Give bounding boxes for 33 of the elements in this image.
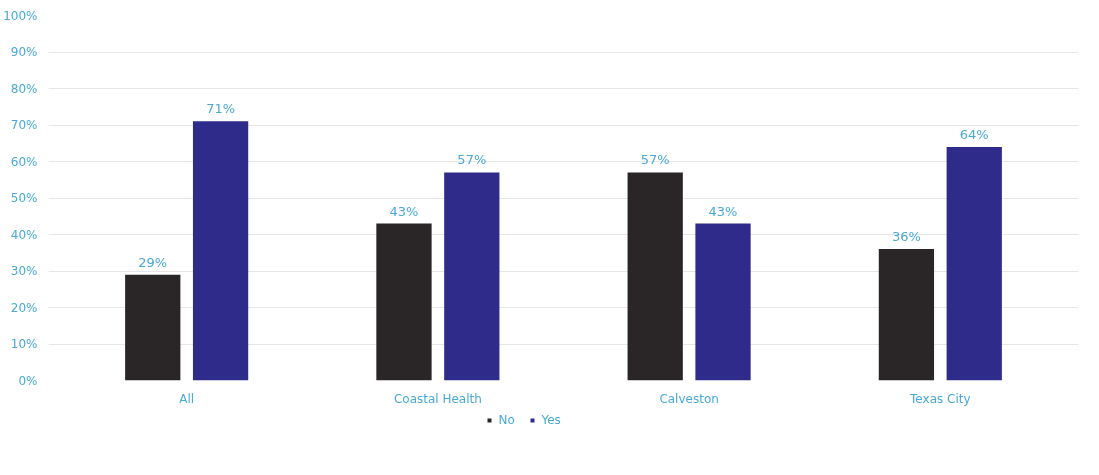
data-label: 43% <box>708 203 738 219</box>
data-label: 29% <box>138 254 168 270</box>
x-tick-label: Calveston <box>659 391 719 406</box>
data-label: 36% <box>891 229 921 245</box>
x-tick-label: Coastal Health <box>393 391 482 406</box>
data-label: 57% <box>640 152 670 168</box>
y-tick-label: 70% <box>10 118 38 132</box>
legend-label: Yes <box>541 413 562 427</box>
data-label: 64% <box>959 126 989 142</box>
bar <box>946 146 1002 381</box>
data-label: 71% <box>206 101 236 117</box>
legend-label: No <box>498 413 516 427</box>
y-tick-label: 30% <box>10 264 38 278</box>
y-tick-label: 80% <box>10 81 38 96</box>
y-tick-label: 40% <box>10 227 38 242</box>
bar <box>444 172 500 381</box>
data-label: 57% <box>457 152 487 168</box>
bar <box>878 249 935 381</box>
x-tick-label: Texas City <box>909 391 971 406</box>
bar <box>376 223 432 381</box>
bar <box>125 274 181 381</box>
y-tick-label: 50% <box>10 191 38 205</box>
bar <box>627 172 683 381</box>
x-tick-label: All <box>179 391 195 406</box>
data-label: 43% <box>389 203 419 219</box>
bar <box>695 223 751 381</box>
y-tick-label: 10% <box>10 337 38 351</box>
y-tick-label: 100% <box>3 8 38 23</box>
y-tick-label: 90% <box>10 45 38 59</box>
y-tick-label: 20% <box>10 300 38 315</box>
y-tick-label: 0% <box>18 373 38 388</box>
y-tick-label: 60% <box>10 154 38 169</box>
bar <box>192 121 249 381</box>
